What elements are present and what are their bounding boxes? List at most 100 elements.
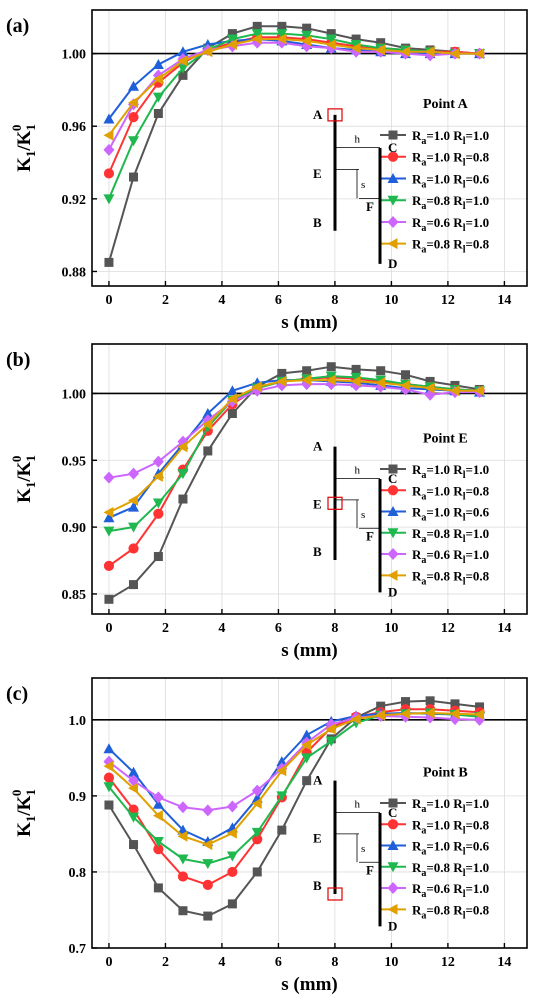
data-point (103, 471, 115, 484)
data-point (153, 552, 163, 562)
data-point (302, 366, 312, 376)
legend-label: Ra=1.0 Rl=1.0 (412, 796, 489, 815)
data-point (128, 812, 140, 823)
data-point (153, 883, 163, 893)
y-axis-label-part: / (14, 476, 35, 483)
data-point (226, 851, 238, 862)
data-point (202, 879, 213, 890)
data-point (177, 55, 188, 67)
legend-label-part: R (412, 237, 422, 252)
data-point (128, 136, 140, 147)
legend-title: Point A (423, 97, 469, 112)
data-point (152, 810, 163, 822)
data-point (128, 522, 140, 533)
legend-label-part: a (421, 576, 426, 587)
legend-label-part: =0.6 R (426, 215, 463, 230)
data-point (475, 702, 485, 712)
data-point (153, 109, 163, 118)
data-point (153, 508, 164, 519)
legend: Point BRa=1.0 Rl=1.0Ra=1.0 Rl=0.8Ra=1.0 … (380, 766, 490, 921)
data-point (351, 34, 361, 44)
series-line (108, 711, 480, 846)
series-line (108, 365, 480, 601)
data-point (202, 839, 213, 851)
data-point (177, 441, 188, 453)
data-point (325, 736, 337, 747)
legend-label-part: R (412, 150, 422, 165)
y-tick-label: 1.00 (62, 387, 87, 402)
panel-label: (c) (6, 683, 28, 705)
data-point (128, 494, 139, 506)
data-point (252, 834, 263, 845)
series-line (108, 383, 480, 479)
data-point (425, 376, 435, 386)
legend-label-part: l (463, 179, 466, 190)
data-point (375, 377, 386, 389)
legend-label-part: l (463, 910, 466, 921)
panel-1: 0 2 4 6 8 10 12 140.880.920.961.00s (mm)K1/K10(… (6, 9, 528, 333)
data-point (227, 409, 237, 419)
legend-label-part: l (463, 576, 466, 587)
y-axis-label: K1/K10 (9, 124, 38, 172)
data-point (177, 801, 189, 814)
y-tick-label: 0.7 (69, 942, 87, 957)
legend-label-part: a (421, 245, 426, 256)
legend-label-part: a (421, 825, 426, 836)
y-tick-label: 0.92 (62, 193, 87, 208)
data-point (128, 467, 140, 480)
data-point (400, 708, 411, 720)
data-point (152, 498, 164, 509)
legend-label-part: l (463, 245, 466, 256)
data-point (177, 871, 189, 882)
data-point (251, 33, 262, 45)
data-point (326, 29, 336, 39)
data-point (326, 362, 336, 372)
y-tick-label: 0.8 (69, 866, 87, 881)
data-point (302, 23, 312, 33)
y-axis-label-part: 1 (23, 482, 38, 489)
legend-label-part: l (463, 555, 466, 566)
schematic-label: B (313, 215, 322, 230)
data-point (128, 112, 139, 123)
legend-label: Ra=0.8 Rl=1.0 (412, 526, 489, 545)
x-axis-label: s (mm) (281, 640, 337, 661)
data-point (252, 21, 262, 31)
x-tick-label: 14 (497, 293, 511, 308)
y-axis-label-part: / (14, 145, 35, 152)
data-point (375, 44, 386, 56)
schematic-label: A (313, 439, 323, 454)
legend-label-part: =0.6 (465, 505, 489, 520)
legend-label-part: =1.0 R (426, 128, 463, 143)
legend-label-part: =0.8 R (426, 902, 463, 917)
data-point (325, 39, 336, 50)
data-point (301, 729, 313, 740)
legend-label-part: =1.0 R (426, 483, 463, 498)
legend-label-part: =1.0 (465, 547, 489, 562)
data-point (177, 469, 189, 480)
legend-marker (388, 464, 398, 474)
schematic-label: D (388, 256, 397, 271)
series-1 (104, 21, 485, 267)
y-axis-label-part: / (14, 810, 35, 817)
legend-label-part: =0.8 (465, 817, 489, 832)
legend-label-part: l (463, 513, 466, 524)
y-axis-label: K1/K10 (9, 455, 38, 503)
legend-label-part: R (412, 505, 422, 520)
data-point (325, 723, 336, 735)
legend-marker (387, 903, 398, 915)
y-axis-label-part: 1 (23, 455, 38, 462)
legend-marker (387, 819, 399, 830)
y-tick-label: 0.95 (62, 454, 87, 469)
data-point (351, 364, 361, 374)
legend-label-part: =1.0 R (426, 171, 463, 186)
data-point (227, 29, 237, 39)
series-line (108, 714, 480, 812)
data-point (276, 791, 288, 802)
data-point (128, 97, 139, 109)
data-point (152, 455, 164, 468)
legend-label-part: a (421, 847, 426, 858)
y-axis-label-part: K (14, 822, 35, 837)
data-point (350, 713, 361, 725)
legend-marker (387, 172, 399, 183)
legend-label-part: R (412, 839, 422, 854)
